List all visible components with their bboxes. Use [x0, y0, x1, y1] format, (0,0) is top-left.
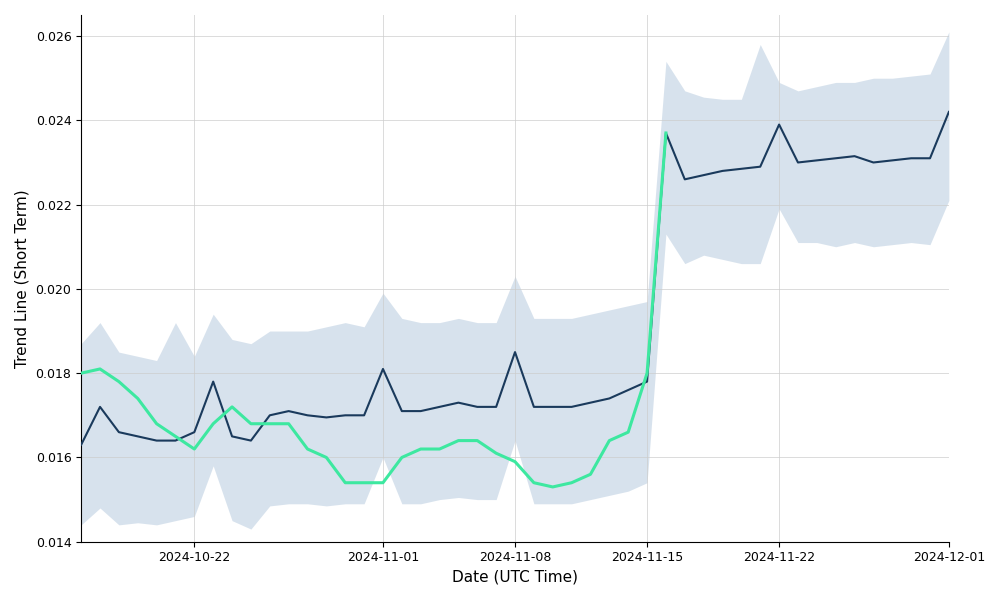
X-axis label: Date (UTC Time): Date (UTC Time) — [452, 570, 578, 585]
Y-axis label: Trend Line (Short Term): Trend Line (Short Term) — [15, 189, 30, 368]
